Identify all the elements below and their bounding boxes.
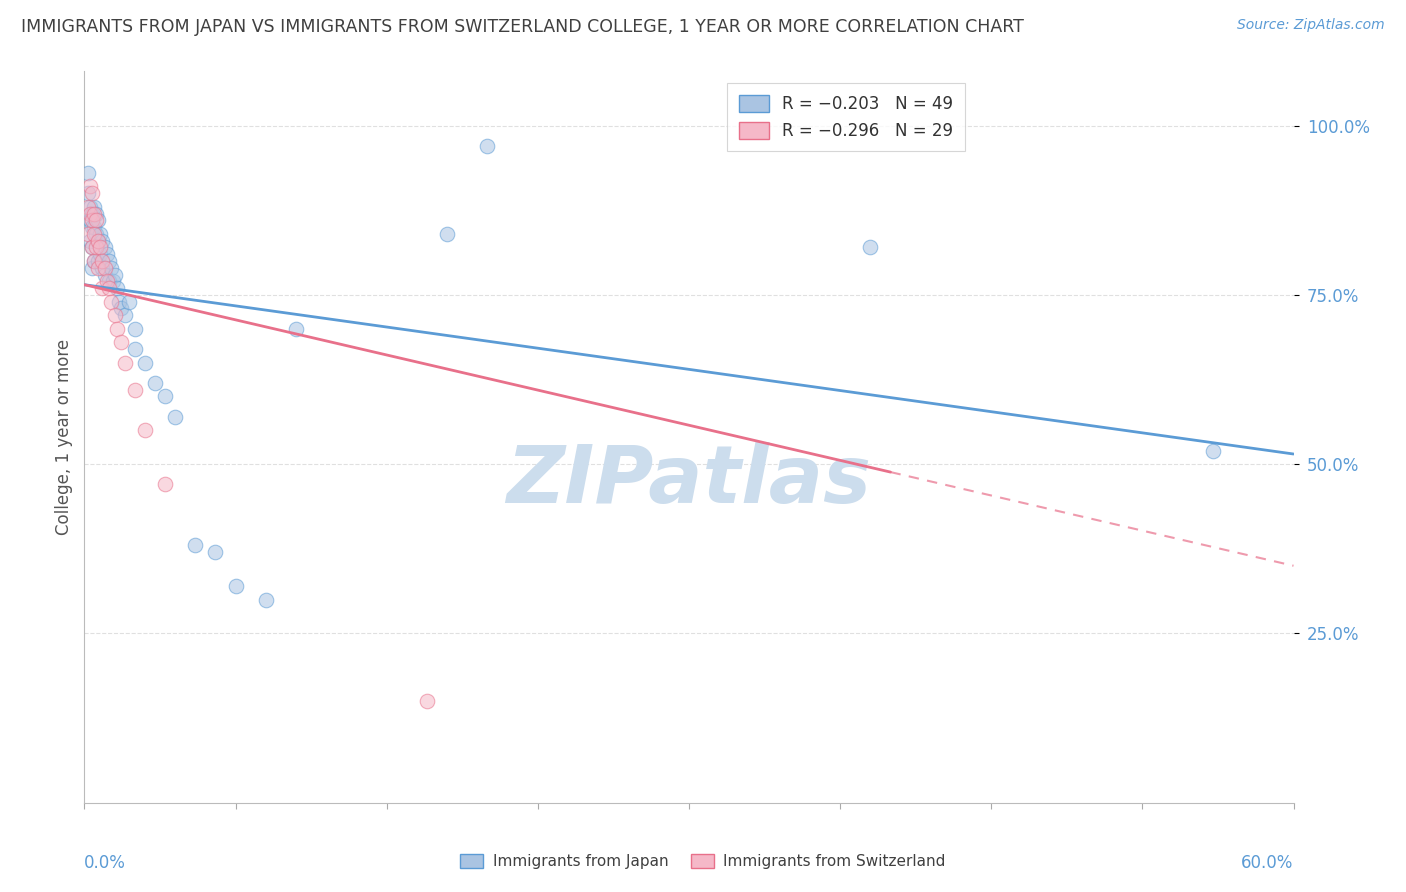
- Point: [91, 281, 114, 295]
- Legend: R = −0.203   N = 49, R = −0.296   N = 29: R = −0.203 N = 49, R = −0.296 N = 29: [727, 83, 965, 152]
- Point: [97, 274, 120, 288]
- Point: [105, 322, 128, 336]
- Point: [104, 268, 127, 282]
- Point: [82, 213, 104, 227]
- Point: [86, 240, 108, 254]
- Point: [87, 260, 110, 275]
- Point: [87, 234, 110, 248]
- Point: [143, 376, 166, 390]
- Text: ZIPatlas: ZIPatlas: [506, 442, 872, 520]
- Point: [97, 281, 120, 295]
- Point: [254, 592, 277, 607]
- Point: [83, 254, 105, 268]
- Point: [82, 240, 104, 254]
- Text: 0.0%: 0.0%: [84, 854, 127, 872]
- Point: [86, 213, 108, 227]
- Point: [100, 260, 122, 275]
- Y-axis label: College, 1 year or more: College, 1 year or more: [55, 339, 73, 535]
- Point: [124, 383, 146, 397]
- Point: [134, 355, 156, 369]
- Point: [165, 409, 187, 424]
- Point: [77, 166, 100, 180]
- Point: [77, 186, 100, 201]
- Point: [153, 389, 176, 403]
- Point: [114, 355, 136, 369]
- Point: [101, 274, 124, 288]
- Point: [91, 234, 114, 248]
- Point: [79, 213, 101, 227]
- Point: [859, 240, 882, 254]
- Point: [82, 206, 104, 220]
- Point: [96, 274, 118, 288]
- Point: [86, 227, 108, 241]
- Point: [110, 301, 132, 316]
- Point: [79, 179, 101, 194]
- Point: [89, 240, 111, 254]
- Text: 60.0%: 60.0%: [1241, 854, 1294, 872]
- Point: [118, 294, 141, 309]
- Point: [82, 260, 104, 275]
- Point: [110, 335, 132, 350]
- Point: [107, 294, 129, 309]
- Point: [83, 220, 105, 235]
- Point: [105, 281, 128, 295]
- Point: [82, 240, 104, 254]
- Point: [1202, 443, 1225, 458]
- Point: [83, 206, 105, 220]
- Point: [225, 579, 247, 593]
- Point: [91, 260, 114, 275]
- Point: [82, 220, 104, 235]
- Point: [93, 260, 115, 275]
- Point: [204, 545, 226, 559]
- Point: [86, 206, 108, 220]
- Point: [79, 206, 101, 220]
- Point: [83, 200, 105, 214]
- Point: [77, 200, 100, 214]
- Point: [77, 227, 100, 241]
- Point: [82, 186, 104, 201]
- Point: [184, 538, 207, 552]
- Point: [87, 213, 110, 227]
- Point: [477, 139, 499, 153]
- Point: [100, 294, 122, 309]
- Point: [134, 423, 156, 437]
- Point: [91, 254, 114, 268]
- Point: [436, 227, 458, 241]
- Point: [124, 342, 146, 356]
- Point: [285, 322, 308, 336]
- Point: [89, 227, 111, 241]
- Point: [79, 200, 101, 214]
- Point: [87, 234, 110, 248]
- Point: [83, 254, 105, 268]
- Point: [89, 247, 111, 261]
- Text: IMMIGRANTS FROM JAPAN VS IMMIGRANTS FROM SWITZERLAND COLLEGE, 1 YEAR OR MORE COR: IMMIGRANTS FROM JAPAN VS IMMIGRANTS FROM…: [21, 18, 1024, 36]
- Point: [124, 322, 146, 336]
- Point: [93, 268, 115, 282]
- Point: [79, 234, 101, 248]
- Point: [114, 308, 136, 322]
- Text: Source: ZipAtlas.com: Source: ZipAtlas.com: [1237, 18, 1385, 32]
- Point: [96, 247, 118, 261]
- Point: [104, 308, 127, 322]
- Point: [87, 254, 110, 268]
- Point: [97, 254, 120, 268]
- Point: [93, 240, 115, 254]
- Point: [416, 694, 439, 708]
- Point: [153, 477, 176, 491]
- Point: [83, 227, 105, 241]
- Legend: Immigrants from Japan, Immigrants from Switzerland: Immigrants from Japan, Immigrants from S…: [454, 848, 952, 875]
